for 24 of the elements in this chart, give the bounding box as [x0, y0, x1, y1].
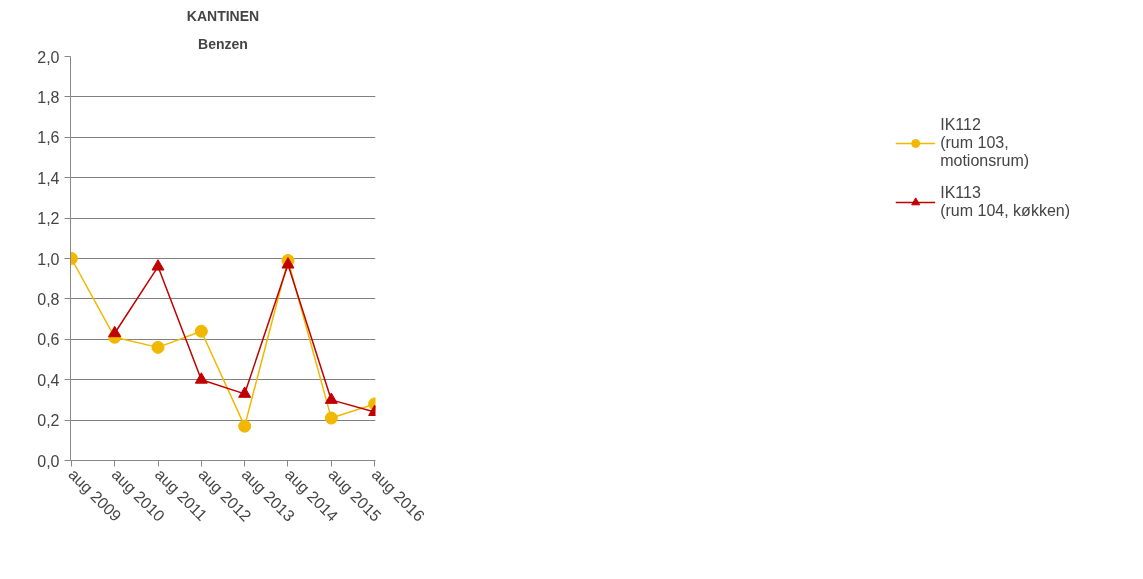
y-tick-label: 0,6: [37, 331, 60, 349]
point: [238, 419, 252, 433]
y-tick-label: 1,2: [37, 210, 60, 228]
y-tick-label: 1,0: [37, 250, 60, 268]
point: [194, 372, 208, 384]
y-tick-label: 1,6: [37, 129, 60, 147]
point: [324, 392, 338, 404]
point: [108, 325, 122, 338]
legend-label: IK112 (rum 103, motionsrum): [940, 116, 1030, 170]
point: [194, 324, 208, 338]
legend-label: IK113 (rum 104, køkken): [940, 184, 1070, 220]
point: [151, 259, 165, 271]
y-tick-label: 1,8: [37, 88, 60, 106]
y-tick-label: 2,0: [37, 48, 60, 66]
chart-title: KANTINEN: [186, 7, 260, 24]
chart-subtitle: Benzen: [198, 35, 248, 52]
y-tick-label: 1,4: [37, 169, 60, 187]
y-tick-label: 0,2: [37, 412, 60, 430]
point: [151, 340, 165, 354]
point: [238, 386, 252, 398]
y-tick-label: 0,4: [37, 371, 60, 389]
y-tick-label: 0,8: [37, 290, 60, 308]
y-tick-label: 0,0: [37, 452, 60, 470]
point: [324, 411, 338, 425]
